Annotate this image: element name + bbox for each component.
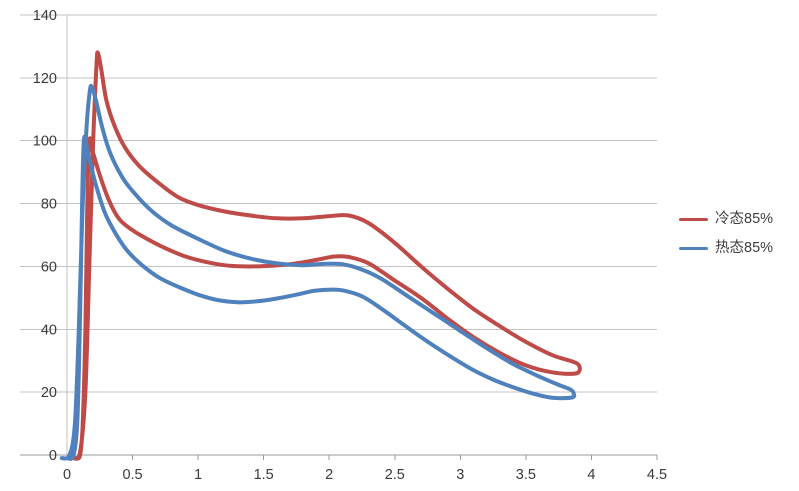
y-tick-label: 140	[33, 8, 57, 24]
x-tick-label: 4.5	[647, 467, 667, 483]
x-tick-label: 2	[325, 467, 333, 483]
x-tick-label: 0	[63, 467, 71, 483]
legend-item-cold[interactable]: 冷态85%	[679, 211, 773, 228]
legend-label-hot: 热态85%	[715, 240, 774, 256]
y-tick-label: 120	[33, 71, 57, 87]
y-tick-label: 0	[49, 448, 57, 464]
y-tick-label: 20	[41, 385, 57, 401]
legend-swatch-line-cold	[679, 218, 708, 221]
x-tick-label: 0.5	[122, 467, 142, 483]
y-tick-label: 60	[41, 259, 57, 275]
legend-swatch-line-hot	[679, 247, 708, 250]
x-tick-label: 4	[587, 467, 595, 483]
y-tick-label: 80	[41, 197, 57, 213]
x-tick-label: 1	[194, 467, 202, 483]
legend-label-cold: 冷态85%	[715, 211, 774, 227]
x-tick-label: 2.5	[385, 467, 405, 483]
series-line-0[interactable]	[71, 50, 582, 461]
x-tick-label: 1.5	[254, 467, 274, 483]
y-tick-label: 40	[41, 322, 57, 338]
legend: 冷态85% 热态85%	[679, 211, 773, 257]
series-line-1[interactable]	[59, 83, 577, 461]
x-tick-label: 3.5	[516, 467, 536, 483]
legend-item-hot[interactable]: 热态85%	[679, 240, 773, 257]
y-tick-label: 100	[33, 134, 57, 150]
x-tick-label: 3	[456, 467, 464, 483]
